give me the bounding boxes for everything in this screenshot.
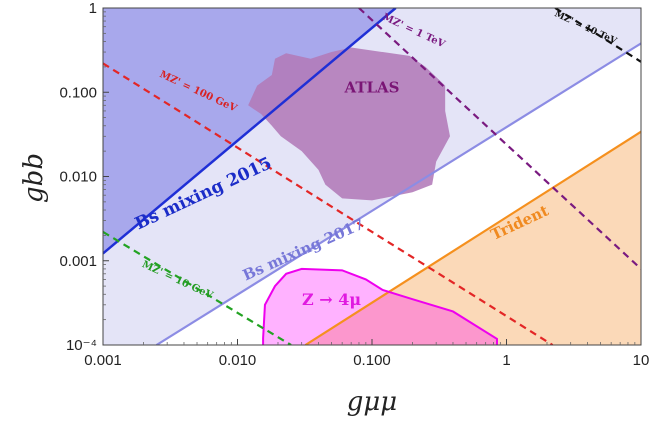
curve-bs-mixing-2015 bbox=[103, 8, 397, 255]
y-tick-label: 1 bbox=[89, 0, 97, 17]
label-atlas: ATLAS bbox=[344, 78, 400, 96]
curve-mz-1-tev bbox=[358, 8, 641, 270]
x-axis-title: gμμ bbox=[347, 387, 397, 417]
y-axis-title: gbb bbox=[19, 153, 49, 203]
curve-mz-100-gev bbox=[103, 62, 554, 345]
y-tick-label: 0.010 bbox=[59, 169, 97, 186]
curve-bs-mixing-2017 bbox=[155, 42, 641, 345]
x-tick-label: 0.010 bbox=[219, 352, 257, 369]
curve-z-4 bbox=[262, 267, 499, 345]
label-z-4: Z → 4μ bbox=[302, 290, 361, 309]
x-tick-label: 10 bbox=[633, 352, 650, 369]
curve-mz-10-tev bbox=[554, 8, 641, 63]
x-tick-label: 0.001 bbox=[84, 352, 122, 369]
x-tick-label: 1 bbox=[502, 352, 510, 369]
region-z-4 bbox=[263, 268, 498, 345]
curve-mz-10-gev bbox=[103, 230, 292, 345]
y-tick-label: 0.100 bbox=[59, 84, 97, 101]
curves bbox=[103, 8, 641, 345]
filled-regions bbox=[103, 8, 641, 345]
x-tick-label: 0.100 bbox=[353, 352, 391, 369]
y-tick-label: 10⁻⁴ bbox=[66, 337, 97, 354]
curve-trident bbox=[304, 130, 641, 345]
region-atlas bbox=[248, 47, 450, 201]
y-tick-label: 0.001 bbox=[59, 253, 97, 270]
